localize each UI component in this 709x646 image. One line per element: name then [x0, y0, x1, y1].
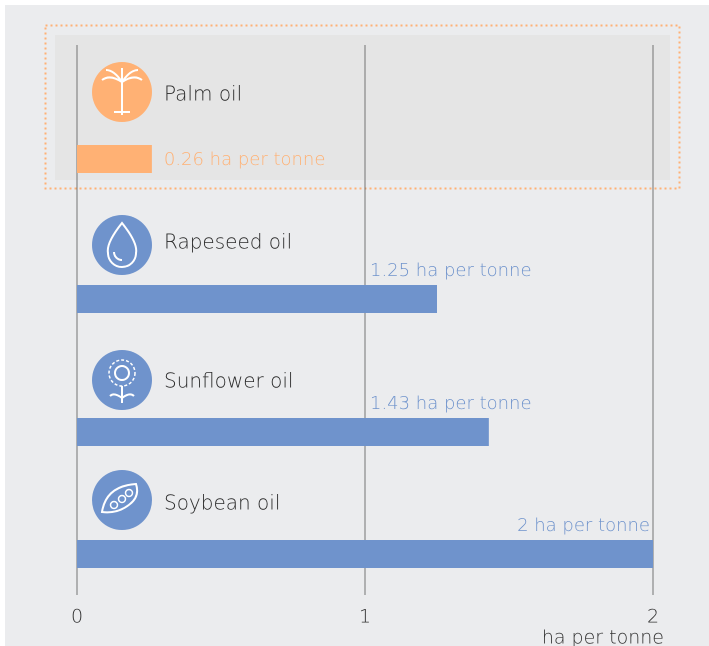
category-label: Sunflower oil — [164, 369, 293, 393]
bar — [77, 540, 653, 568]
grid — [76, 45, 654, 595]
value-label: 2 ha per tonne — [517, 515, 650, 536]
x-tick-label: 2 — [647, 606, 659, 628]
category-label: Palm oil — [164, 82, 242, 106]
category-label: Soybean oil — [164, 491, 280, 515]
highlight-border — [44, 24, 681, 190]
bar — [77, 145, 152, 173]
sunflower-icon — [92, 350, 152, 410]
bar — [77, 285, 437, 313]
value-label: 1.25 ha per tonne — [370, 260, 532, 281]
category-label: Rapeseed oil — [164, 230, 292, 254]
x-axis-label: ha per tonne — [542, 627, 664, 646]
x-tick-label: 1 — [359, 606, 371, 628]
value-label: 0.26 ha per tonne — [164, 149, 326, 170]
soybean-icon — [92, 470, 152, 530]
highlight-fill — [55, 35, 670, 180]
rapeseed-icon — [92, 215, 152, 275]
bar — [77, 418, 489, 446]
palm-icon — [92, 62, 152, 122]
icons — [92, 62, 152, 530]
value-label: 1.43 ha per tonne — [370, 393, 532, 414]
x-tick-label: 0 — [71, 606, 83, 628]
